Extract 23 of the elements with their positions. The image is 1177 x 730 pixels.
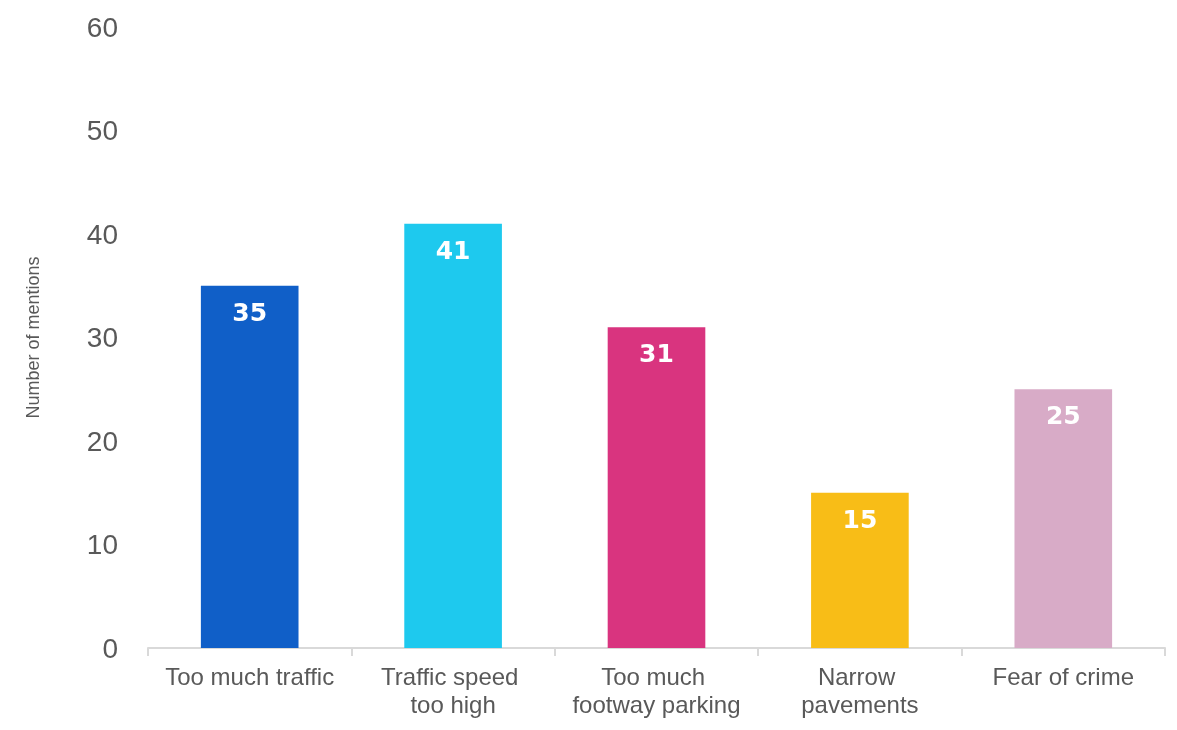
x-tick-label: Too much traffic [165, 662, 335, 690]
bar [811, 492, 909, 648]
data-label: 41 [435, 235, 471, 265]
y-tick-label: 0 [102, 632, 118, 664]
y-tick-label: 40 [86, 218, 118, 250]
bar [200, 285, 299, 648]
x-tick-label: Traffic speed too high [381, 662, 526, 718]
x-tick-label: Too much footway parking [572, 662, 741, 718]
bar [404, 223, 502, 648]
bar [607, 327, 706, 648]
data-label: 31 [639, 339, 674, 369]
x-tick-label: Narrow pavements [801, 662, 919, 718]
data-label: 15 [842, 504, 878, 534]
x-tick-label: Fear of crime [992, 662, 1134, 690]
y-tick-label: 50 [86, 115, 118, 146]
data-label: 35 [232, 297, 268, 327]
y-tick-label: 30 [86, 322, 118, 353]
y-tick-label: 20 [86, 425, 118, 457]
y-tick-label: 10 [86, 529, 118, 560]
bar [1014, 389, 1113, 648]
y-axis-title: Number of mentions [23, 256, 43, 419]
y-tick-label: 60 [86, 11, 118, 43]
data-label: 25 [1045, 401, 1081, 431]
